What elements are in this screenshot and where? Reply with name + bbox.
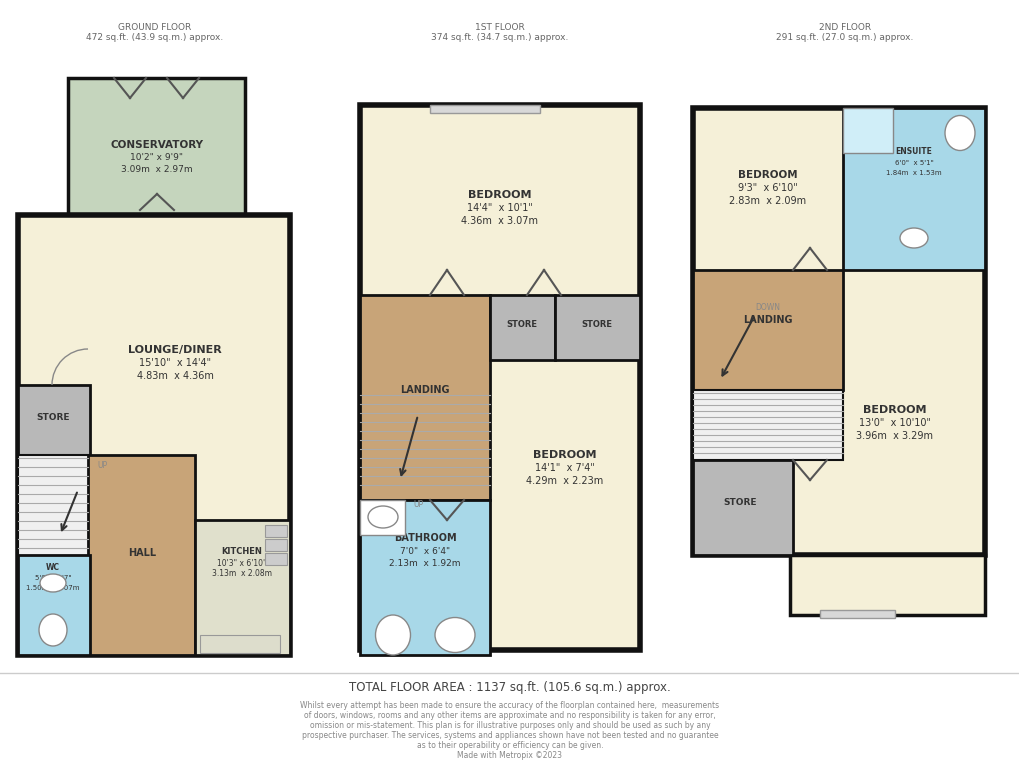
Text: 3.96m  x 3.29m: 3.96m x 3.29m — [856, 431, 932, 441]
Bar — [360, 500, 489, 655]
Text: 14'4"  x 10'1": 14'4" x 10'1" — [467, 203, 532, 213]
Text: 3.13m  x 2.08m: 3.13m x 2.08m — [212, 570, 272, 578]
Bar — [489, 295, 554, 360]
Ellipse shape — [40, 574, 66, 592]
Bar — [88, 455, 195, 655]
Text: 1ST FLOOR: 1ST FLOOR — [475, 23, 525, 32]
Text: Whilst every attempt has been made to ensure the accuracy of the floorplan conta: Whilst every attempt has been made to en… — [301, 701, 718, 709]
Text: LANDING: LANDING — [743, 315, 792, 325]
Text: 7'0"  x 6'4": 7'0" x 6'4" — [399, 547, 449, 555]
Text: DOWN: DOWN — [755, 304, 780, 312]
Text: 374 sq.ft. (34.7 sq.m.) approx.: 374 sq.ft. (34.7 sq.m.) approx. — [431, 33, 569, 42]
Bar — [360, 500, 405, 535]
Text: 2.83m  x 2.09m: 2.83m x 2.09m — [729, 196, 806, 206]
Bar — [18, 385, 90, 457]
Text: STORE: STORE — [37, 413, 69, 423]
Text: BEDROOM: BEDROOM — [738, 170, 797, 180]
Bar — [692, 460, 792, 555]
Text: 14'1"  x 7'4": 14'1" x 7'4" — [535, 463, 594, 473]
Text: 5'0" x 3'7": 5'0" x 3'7" — [35, 575, 71, 581]
Text: 10'2" x 9'9": 10'2" x 9'9" — [130, 153, 183, 163]
Text: 3.09m  x 2.97m: 3.09m x 2.97m — [121, 166, 193, 174]
Bar — [790, 555, 984, 615]
Ellipse shape — [434, 618, 475, 652]
Bar — [819, 610, 894, 618]
Text: BEDROOM: BEDROOM — [862, 405, 926, 415]
Text: STORE: STORE — [722, 499, 756, 507]
Bar — [18, 215, 289, 655]
Ellipse shape — [368, 506, 397, 528]
Text: of doors, windows, rooms and any other items are approximate and no responsibili: of doors, windows, rooms and any other i… — [304, 711, 715, 719]
Text: UP: UP — [413, 500, 423, 510]
Text: 472 sq.ft. (43.9 sq.m.) approx.: 472 sq.ft. (43.9 sq.m.) approx. — [87, 33, 223, 42]
Bar — [18, 555, 90, 655]
Bar — [430, 105, 539, 113]
Bar — [692, 390, 842, 460]
Text: KITCHEN: KITCHEN — [221, 547, 262, 557]
Text: 2.13m  x 1.92m: 2.13m x 1.92m — [389, 560, 461, 568]
Bar — [842, 108, 984, 270]
Ellipse shape — [39, 614, 67, 646]
Text: ENSUITE: ENSUITE — [895, 147, 931, 157]
Text: STORE: STORE — [581, 321, 611, 329]
Text: STORE: STORE — [506, 321, 537, 329]
Text: WC: WC — [46, 563, 60, 571]
Bar — [360, 295, 489, 500]
Text: 6'0"  x 5'1": 6'0" x 5'1" — [894, 160, 932, 166]
Text: prospective purchaser. The services, systems and appliances shown have not been : prospective purchaser. The services, sys… — [302, 730, 717, 739]
Text: 4.36m  x 3.07m: 4.36m x 3.07m — [461, 216, 538, 226]
Bar — [554, 295, 639, 360]
Text: omission or mis-statement. This plan is for illustrative purposes only and shoul: omission or mis-statement. This plan is … — [310, 721, 709, 729]
Bar — [265, 553, 286, 565]
Ellipse shape — [944, 116, 974, 150]
Text: BATHROOM: BATHROOM — [393, 533, 455, 543]
Text: 4.83m  x 4.36m: 4.83m x 4.36m — [137, 371, 213, 381]
Text: TOTAL FLOOR AREA : 1137 sq.ft. (105.6 sq.m.) approx.: TOTAL FLOOR AREA : 1137 sq.ft. (105.6 sq… — [348, 682, 671, 695]
Text: UP: UP — [97, 462, 107, 470]
Text: 1.50m x 1.07m: 1.50m x 1.07m — [26, 585, 79, 591]
Text: 15'10"  x 14'4": 15'10" x 14'4" — [139, 358, 211, 368]
Text: LANDING: LANDING — [399, 385, 449, 395]
Bar — [200, 635, 280, 653]
Text: BEDROOM: BEDROOM — [533, 450, 596, 460]
Text: 2ND FLOOR: 2ND FLOOR — [818, 23, 870, 32]
Text: 9'3"  x 6'10": 9'3" x 6'10" — [738, 183, 797, 193]
Bar — [265, 525, 286, 537]
Text: LOUNGE/DINER: LOUNGE/DINER — [128, 345, 222, 355]
Bar — [692, 270, 842, 390]
Text: CONSERVATORY: CONSERVATORY — [110, 140, 204, 150]
Ellipse shape — [899, 228, 927, 248]
Bar — [842, 108, 892, 153]
Text: BEDROOM: BEDROOM — [468, 190, 531, 200]
Bar — [265, 539, 286, 551]
Text: HALL: HALL — [127, 548, 156, 558]
Bar — [68, 78, 245, 215]
Bar — [18, 455, 90, 565]
Text: Made with Metropix ©2023: Made with Metropix ©2023 — [458, 750, 561, 759]
Text: 1.84m  x 1.53m: 1.84m x 1.53m — [886, 170, 941, 176]
Bar — [692, 108, 984, 555]
Bar — [360, 105, 639, 650]
Text: 13'0"  x 10'10": 13'0" x 10'10" — [858, 418, 930, 428]
Text: 4.29m  x 2.23m: 4.29m x 2.23m — [526, 476, 603, 486]
Text: GROUND FLOOR: GROUND FLOOR — [118, 23, 192, 32]
Text: 291 sq.ft. (27.0 sq.m.) approx.: 291 sq.ft. (27.0 sq.m.) approx. — [775, 33, 913, 42]
Bar — [195, 520, 289, 655]
Text: 10'3" x 6'10": 10'3" x 6'10" — [217, 558, 267, 567]
Text: as to their operability or efficiency can be given.: as to their operability or efficiency ca… — [417, 740, 602, 749]
Ellipse shape — [375, 615, 410, 655]
